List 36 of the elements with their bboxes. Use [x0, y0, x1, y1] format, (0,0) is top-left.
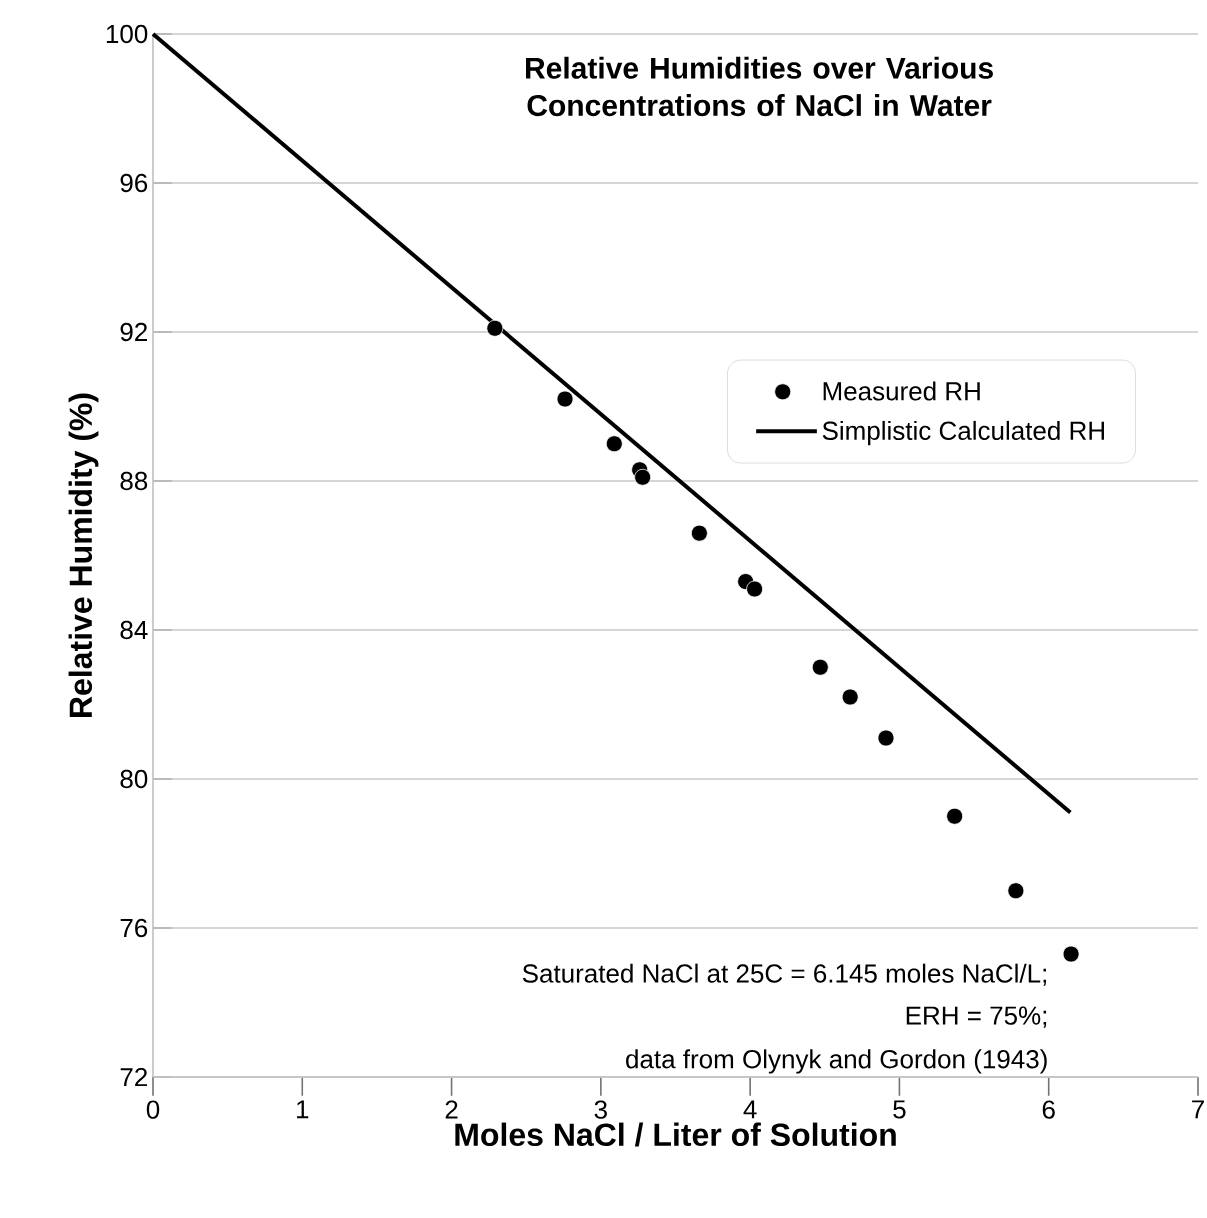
x-tick-label: 2 — [445, 1100, 458, 1119]
y-tick-label: 72 — [120, 1067, 147, 1087]
annotation: ERH = 75%; — [906, 1006, 1047, 1028]
point — [1062, 945, 1080, 963]
point — [946, 807, 964, 825]
x-tick-label: 4 — [743, 1100, 757, 1119]
y-tick-label: 96 — [120, 173, 148, 193]
annotation: data from Olynyk and Gordon (1943) — [626, 1049, 1047, 1074]
point — [634, 468, 652, 486]
x-tick-label: 0 — [146, 1100, 160, 1119]
legend-label: Simplistic Calculated RH — [822, 420, 1104, 446]
y-tick-label: 84 — [120, 620, 148, 640]
y-tick-label: 100 — [106, 24, 148, 44]
point — [746, 580, 764, 598]
point — [877, 729, 895, 747]
annotation: Saturated NaCl at 25C = 6.145 moles NaCl/L; — [522, 963, 1046, 986]
y-tick-label: 88 — [120, 471, 148, 491]
y-tick-label: 76 — [120, 918, 148, 938]
y-tick-label: 92 — [120, 322, 147, 342]
x-tick-label: 3 — [594, 1100, 607, 1119]
point — [556, 390, 574, 408]
text: Relative Humidities over Various Concentrations of NaCl in Water — [526, 56, 993, 117]
y-axis-title: Relative Humidity (%) — [68, 393, 99, 717]
x-tick-label: 5 — [893, 1100, 906, 1119]
point — [841, 688, 859, 706]
x-tick-label: 6 — [1042, 1100, 1055, 1119]
point — [690, 524, 708, 542]
x-axis-title: Moles NaCl / Liter of Solution — [455, 1122, 896, 1147]
x-tick-label: 1 — [297, 1100, 309, 1119]
point — [605, 435, 623, 453]
point — [1007, 882, 1025, 900]
point — [486, 319, 504, 337]
point — [811, 658, 829, 676]
x-tick-label: 7 — [1192, 1100, 1204, 1119]
y-tick-label: 80 — [120, 769, 148, 789]
legend-label: Measured RH — [823, 381, 980, 401]
